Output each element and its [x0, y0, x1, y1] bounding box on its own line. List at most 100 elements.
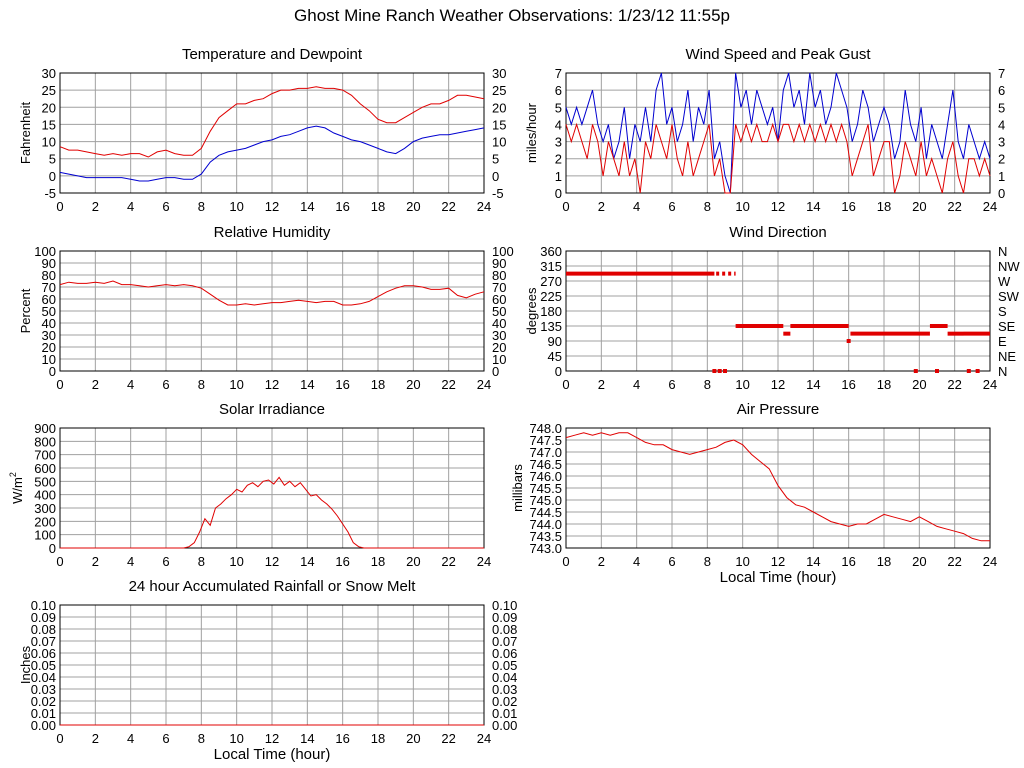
rh-x-tick-label: 12 — [265, 377, 279, 392]
wind-x-tick-label: 22 — [947, 199, 961, 214]
solar-x-tick-label: 18 — [371, 554, 385, 569]
press-x-tick-label: 4 — [633, 554, 640, 569]
rain-x-tick-label: 6 — [162, 731, 169, 746]
rain-x-tick-label: 16 — [335, 731, 349, 746]
solar-x-tick-label: 16 — [335, 554, 349, 569]
rain-x-label: Local Time (hour) — [214, 746, 331, 763]
rain-right-tick-label: 0.01 — [492, 706, 517, 721]
press-y-tick-label: 748.0 — [529, 421, 562, 436]
wdir-direction-point — [846, 339, 851, 343]
rain-y-tick-label: 0.03 — [31, 682, 56, 697]
rain-x-tick-label: 14 — [300, 731, 314, 746]
rh-y-tick-label: 20 — [42, 340, 56, 355]
rh-y-tick-label: 60 — [42, 292, 56, 307]
wind-x-tick-label: 6 — [668, 199, 675, 214]
wdir-direction-point — [717, 369, 722, 373]
wdir-x-tick-label: 4 — [633, 377, 640, 392]
wind-y-tick-label: 4 — [555, 117, 562, 132]
temp-series-line-blue — [59, 125, 485, 182]
press-y-tick-label: 745.5 — [529, 481, 562, 496]
press-y-tick-label: 744.0 — [529, 517, 562, 532]
rain-right-tick-label: 0.05 — [492, 658, 517, 673]
rain-x-tick-label: 8 — [198, 731, 205, 746]
temp-x-tick-label: 8 — [198, 199, 205, 214]
wind-frame — [565, 72, 991, 194]
rh-x-tick-label: 14 — [300, 377, 314, 392]
solar-y-label: W/m2 — [8, 472, 25, 504]
rain-y-tick-label: 0.01 — [31, 706, 56, 721]
rh-y-tick-label: 0 — [49, 364, 56, 379]
press-frame — [565, 427, 991, 549]
wdir-x-tick-label: 18 — [877, 377, 891, 392]
wind-right-tick-label: 7 — [998, 66, 1005, 81]
wind-x-tick-label: 10 — [735, 199, 749, 214]
wdir-y-tick-label: 90 — [548, 334, 562, 349]
wind-x-tick-label: 18 — [877, 199, 891, 214]
press-x-tick-label: 16 — [841, 554, 855, 569]
temp-right-tick-label: -5 — [492, 186, 504, 201]
wdir-x-tick-label: 2 — [598, 377, 605, 392]
temp-x-tick-label: 18 — [371, 199, 385, 214]
press-x-tick-label: 20 — [912, 554, 926, 569]
temp-x-tick-label: 14 — [300, 199, 314, 214]
solar-y-tick-label: 100 — [34, 528, 56, 543]
wind-x-tick-label: 16 — [841, 199, 855, 214]
wdir-right-tick-label: NE — [998, 349, 1016, 364]
rain-x-tick-label: 10 — [229, 731, 243, 746]
wind-x-tick-label: 12 — [771, 199, 785, 214]
wdir-x-tick-label: 0 — [562, 377, 569, 392]
temp-x-tick-label: 24 — [477, 199, 491, 214]
press-x-tick-label: 24 — [983, 554, 997, 569]
wdir-x-tick-label: 22 — [947, 377, 961, 392]
wdir-right-tick-label: N — [998, 364, 1007, 379]
rain-x-tick-label: 20 — [406, 731, 420, 746]
wind-y-tick-label: 0 — [555, 186, 562, 201]
press-y-tick-label: 747.0 — [529, 445, 562, 460]
rh-y-tick-label: 90 — [42, 256, 56, 271]
wind-x-tick-label: 4 — [633, 199, 640, 214]
rain-title: 24 hour Accumulated Rainfall or Snow Mel… — [129, 578, 417, 595]
rh-right-tick-label: 50 — [492, 304, 506, 319]
temp-right-tick-label: 30 — [492, 66, 506, 81]
temp-x-tick-label: 6 — [162, 199, 169, 214]
wind-right-tick-label: 6 — [998, 83, 1005, 98]
wind-y-tick-label: 5 — [555, 100, 562, 115]
wind-x-tick-label: 8 — [704, 199, 711, 214]
wind-right-tick-label: 5 — [998, 100, 1005, 115]
solar-x-tick-label: 8 — [198, 554, 205, 569]
wdir-x-tick-label: 6 — [668, 377, 675, 392]
rain-x-tick-label: 18 — [371, 731, 385, 746]
solar-y-label-sup: 2 — [8, 472, 18, 477]
rain-right-tick-label: 0.07 — [492, 634, 517, 649]
wdir-right-tick-label: N — [998, 244, 1007, 259]
wdir-y-tick-label: 0 — [555, 364, 562, 379]
rh-x-tick-label: 24 — [477, 377, 491, 392]
solar-x-tick-label: 0 — [56, 554, 63, 569]
rain-y-label: Inches — [18, 645, 33, 684]
rh-y-tick-label: 100 — [34, 244, 56, 259]
temp-right-tick-label: 25 — [492, 83, 506, 98]
wdir-right-tick-label: SW — [998, 289, 1020, 304]
temp-y-tick-label: 30 — [42, 66, 56, 81]
temp-x-tick-label: 20 — [406, 199, 420, 214]
temp-right-tick-label: 10 — [492, 135, 506, 150]
temp-right-tick-label: 0 — [492, 169, 499, 184]
wind-x-tick-label: 20 — [912, 199, 926, 214]
temp-x-tick-label: 0 — [56, 199, 63, 214]
rh-right-tick-label: 10 — [492, 352, 506, 367]
rh-right-tick-label: 0 — [492, 364, 499, 379]
press-x-tick-label: 6 — [668, 554, 675, 569]
press-y-tick-label: 747.5 — [529, 433, 562, 448]
rain-x-tick-label: 0 — [56, 731, 63, 746]
rh-y-tick-label: 50 — [42, 304, 56, 319]
wind-y-tick-label: 1 — [555, 169, 562, 184]
rh-right-tick-label: 20 — [492, 340, 506, 355]
wdir-direction-point — [723, 369, 727, 373]
wind-x-tick-label: 24 — [983, 199, 997, 214]
wdir-direction-point — [913, 369, 918, 373]
wind-x-tick-label: 14 — [806, 199, 820, 214]
wdir-frame — [565, 250, 991, 372]
page-title: Ghost Mine Ranch Weather Observations: 1… — [294, 6, 730, 25]
wdir-x-tick-label: 14 — [806, 377, 820, 392]
